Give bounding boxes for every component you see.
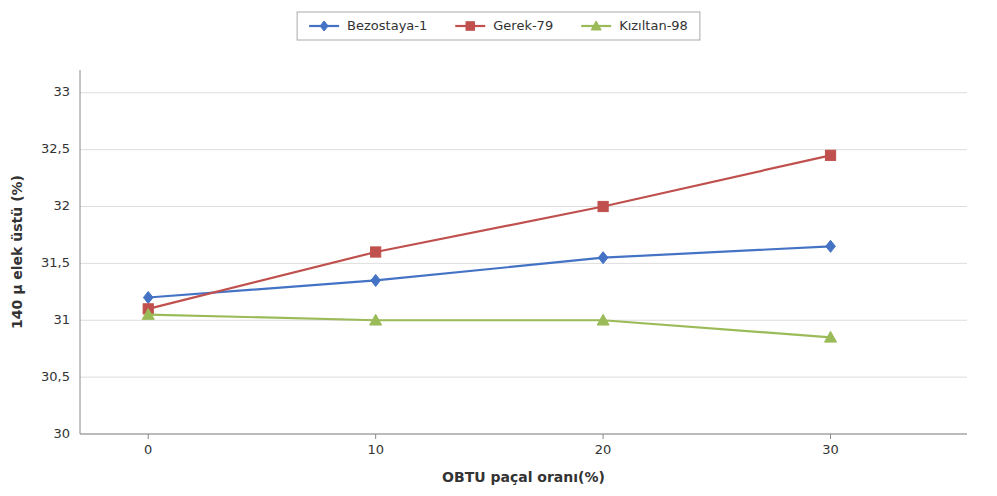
y-axis: 30 30,5 31 31,5 32 32,5 33 <box>41 70 80 441</box>
y-tick-label: 33 <box>53 84 70 99</box>
legend-label: Gerek-79 <box>493 18 553 33</box>
point <box>597 314 609 325</box>
x-tick <box>148 434 149 439</box>
chart-container: 30 30,5 31 31,5 32 32,5 33 0 10 20 30 OBTU paçal or… <box>0 0 997 496</box>
x-tick-label: 30 <box>822 442 839 457</box>
series <box>143 150 836 314</box>
y-tick-label: 30 <box>53 426 70 441</box>
point <box>825 331 837 342</box>
point <box>598 201 608 211</box>
y-tick-label: 32,5 <box>41 141 70 156</box>
x-tick <box>603 434 604 439</box>
legend-item: Bezostaya-1 <box>309 18 427 33</box>
point <box>371 274 381 286</box>
x-tick-label: 10 <box>367 442 384 457</box>
x-tick <box>830 434 831 439</box>
point <box>825 150 835 160</box>
legend-swatch-marker <box>466 22 475 31</box>
chart: 30 30,5 31 31,5 32 32,5 33 0 10 20 30 OBTU paçal or… <box>0 0 997 496</box>
y-axis-line <box>80 70 81 434</box>
grid-line <box>80 206 967 207</box>
grid-line <box>80 92 967 93</box>
x-tick <box>375 434 376 439</box>
y-tick-label: 32 <box>53 198 70 213</box>
point <box>598 252 608 264</box>
y-axis-label: 140 μ elek üstü (%) <box>9 175 25 329</box>
series-line <box>148 246 830 297</box>
x-axis: 0 10 20 30 <box>80 434 967 457</box>
point <box>826 240 836 252</box>
grid-line <box>80 434 967 435</box>
point <box>371 247 381 257</box>
plot-area <box>142 150 836 342</box>
y-tick-label: 31 <box>53 312 70 327</box>
x-axis-line <box>80 434 967 435</box>
point <box>142 309 154 320</box>
x-tick-label: 20 <box>595 442 612 457</box>
x-tick-label: 0 <box>144 442 152 457</box>
legend-item: Kızıltan-98 <box>581 18 688 33</box>
point <box>143 292 153 304</box>
grid <box>80 93 967 434</box>
series <box>143 240 835 303</box>
series-line <box>148 315 830 338</box>
grid-line <box>80 263 967 264</box>
legend-box <box>297 12 700 40</box>
x-axis-label: OBTU paçal oranı(%) <box>442 469 605 485</box>
legend-swatch-marker <box>320 21 328 31</box>
legend-swatch-marker <box>591 21 601 30</box>
y-tick-label: 31,5 <box>41 255 70 270</box>
grid-line <box>80 377 967 378</box>
legend: Bezostaya-1 Gerek-79 Kızıltan-98 <box>297 12 700 40</box>
y-tick-label: 30,5 <box>41 369 70 384</box>
point <box>370 314 382 325</box>
legend-label: Bezostaya-1 <box>347 18 427 33</box>
series-line <box>148 155 830 309</box>
legend-label: Kızıltan-98 <box>619 18 688 33</box>
legend-item: Gerek-79 <box>455 18 553 33</box>
series <box>142 309 836 343</box>
